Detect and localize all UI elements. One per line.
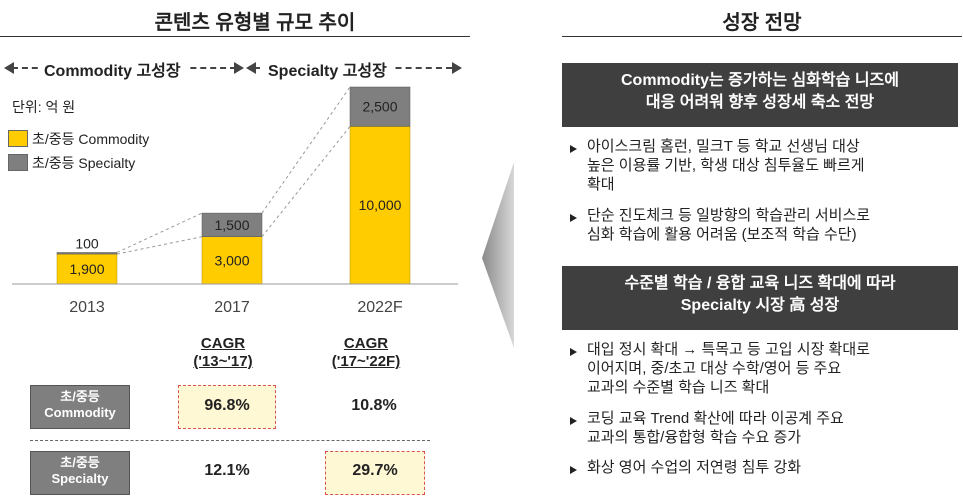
connector-mid <box>261 126 351 238</box>
unit-label: 단위: 억 원 <box>12 99 76 115</box>
bar-specialty-2013 <box>56 252 118 255</box>
outlook-box-commodity: Commodity는 증가하는 심화학습 니즈에 대응 어려워 향후 성장세 축… <box>562 63 958 127</box>
cagr-header-2-title: CAGR <box>343 335 389 352</box>
specialty-growth-label: Specialty 고성장 <box>262 57 393 81</box>
bullet-marker <box>570 466 577 474</box>
cagr-specialty-2013-2017: 12.1% <box>204 462 250 479</box>
bullet-line: 대입 정시 확대 → 특목고 등 고입 시장 확대로 <box>587 341 870 358</box>
bullet-marker <box>570 348 577 356</box>
cagr-header-2013-2017: CAGR ('13~'17) <box>178 335 268 371</box>
outlook-box-specialty: 수준별 학습 / 융합 교육 니즈 확대에 따라 Specialty 시장 高 … <box>562 266 958 330</box>
x-tick-label-2017: 2017 <box>214 299 250 316</box>
bar-commodity-2013 <box>56 253 118 285</box>
outlook-bullet-3: 대입 정시 확대 → 특목고 등 고입 시장 확대로 이어지며, 중/초고 대상… <box>587 340 957 397</box>
outlook-section-title: 성장 전망 <box>722 12 802 34</box>
bar-commodity-2017 <box>201 236 263 285</box>
x-tick-label-2013: 2013 <box>69 299 105 316</box>
bullet-marker <box>570 214 577 222</box>
bullet-line: 화상 영어 수업의 저연령 침투 강화 <box>587 459 802 476</box>
cagr-row-label-commodity: 초/중등 Commodity <box>30 385 130 429</box>
bar-specialty-2017 <box>201 212 263 237</box>
data-label-commodity-2017: 3,000 <box>214 252 249 268</box>
bullet-line: 확대 <box>587 176 615 193</box>
cagr-header-1-period: ('13~'17) <box>193 353 253 370</box>
commodity-range-arrow-right <box>234 62 244 74</box>
specialty-range-arrow-left <box>246 62 256 74</box>
outlook-bullet-2: 단순 진도체크 등 일방향의 학습관리 서비스로 심화 학습에 활용 어려움 (… <box>587 206 957 244</box>
bar-specialty-2022F <box>349 86 411 127</box>
legend-swatch-commodity <box>8 130 28 147</box>
cagr-header-1-title: CAGR <box>200 335 246 352</box>
bullet-line: 교과의 통합/융합형 학습 수요 증가 <box>587 429 802 446</box>
outlook-box-specialty-line2: Specialty 시장 高 성장 <box>680 297 840 314</box>
outlook-box-specialty-line1: 수준별 학습 / 융합 교육 니즈 확대에 따라 <box>624 275 896 292</box>
data-label-specialty-2017: 1,500 <box>214 217 249 233</box>
stacked-bar-chart: 1,900 100 2013 3,000 1,500 2017 10,000 2,500 202… <box>12 86 458 316</box>
cagr-header-2017-2022: CAGR ('17~'22F) <box>320 335 412 371</box>
bullet-line: 심화 학습에 활용 어려움 (보조적 학습 수단) <box>587 226 857 243</box>
cagr-row-label-specialty-line2: Specialty <box>51 471 109 486</box>
cagr-specialty-2017-2022: 29.7% <box>352 462 398 479</box>
bullet-line: 아이스크림 홈런, 밀크T 등 학교 선생님 대상 <box>587 138 860 155</box>
bullet-marker <box>570 145 577 153</box>
data-label-specialty-2013: 100 <box>75 235 99 251</box>
data-label-commodity-2013: 1,900 <box>69 261 104 277</box>
bullet-line: 교과의 수준별 학습 니즈 확대 <box>587 379 770 396</box>
cagr-commodity-2013-2017: 96.8% <box>204 397 250 414</box>
outlook-bullet-5: 화상 영어 수업의 저연령 침투 강화 <box>587 458 957 477</box>
cagr-row-label-commodity-line2: Commodity <box>44 405 116 420</box>
bullet-line: 이어지며, 중/초고 대상 수학/영어 등 주요 <box>587 360 842 377</box>
specialty-range-arrow-right <box>452 62 462 74</box>
transition-arrow-icon <box>482 162 514 348</box>
cagr-row-label-commodity-line1: 초/중등 <box>60 389 100 404</box>
bullet-marker <box>570 417 577 425</box>
legend-label-specialty: 초/중등 Specialty <box>32 155 136 171</box>
data-label-specialty-2022F: 2,500 <box>362 99 397 115</box>
bullet-line: 높은 이용률 기반, 학생 대상 침투율도 빠르게 <box>587 157 865 174</box>
chart-title-rule <box>0 36 470 37</box>
chart-section-title: 콘텐츠 유형별 규모 추이 <box>154 12 356 34</box>
bullet-line: 코딩 교육 Trend 확산에 따라 이공계 주요 <box>587 410 844 427</box>
legend-label-commodity: 초/중등 Commodity <box>32 131 150 147</box>
x-tick-label-2022F: 2022F <box>357 299 403 316</box>
connector-top <box>261 86 351 214</box>
bar-commodity-2022F <box>349 126 411 285</box>
outlook-bullet-4: 코딩 교육 Trend 확산에 따라 이공계 주요 교과의 통합/융합형 학습 … <box>587 409 957 447</box>
cagr-row-label-specialty: 초/중등 Specialty <box>30 451 130 495</box>
commodity-growth-label: Commodity 고성장 <box>38 57 187 81</box>
cagr-commodity-2017-2022: 10.8% <box>351 397 397 414</box>
connector-mid <box>116 236 203 255</box>
data-label-commodity-2022F: 10,000 <box>359 197 402 213</box>
connector-top <box>116 212 203 253</box>
cagr-header-2-period: ('17~'22F) <box>331 353 401 370</box>
outlook-box-commodity-line1: Commodity는 증가하는 심화학습 니즈에 <box>621 72 899 89</box>
cagr-highlight-commodity-2013-2017 <box>178 385 276 429</box>
cagr-row-label-specialty-line1: 초/중등 <box>60 455 100 470</box>
cagr-highlight-specialty-2017-2022 <box>325 451 425 495</box>
outlook-box-commodity-line2: 대응 어려워 향후 성장세 축소 전망 <box>645 94 875 111</box>
legend-swatch-specialty <box>8 154 28 171</box>
commodity-range-arrow-left <box>4 62 14 74</box>
outlook-bullet-1: 아이스크림 홈런, 밀크T 등 학교 선생님 대상 높은 이용률 기반, 학생 … <box>587 137 957 194</box>
cagr-table-divider <box>30 440 430 441</box>
bullet-line: 단순 진도체크 등 일방향의 학습관리 서비스로 <box>587 207 871 224</box>
outlook-title-rule <box>562 36 962 37</box>
